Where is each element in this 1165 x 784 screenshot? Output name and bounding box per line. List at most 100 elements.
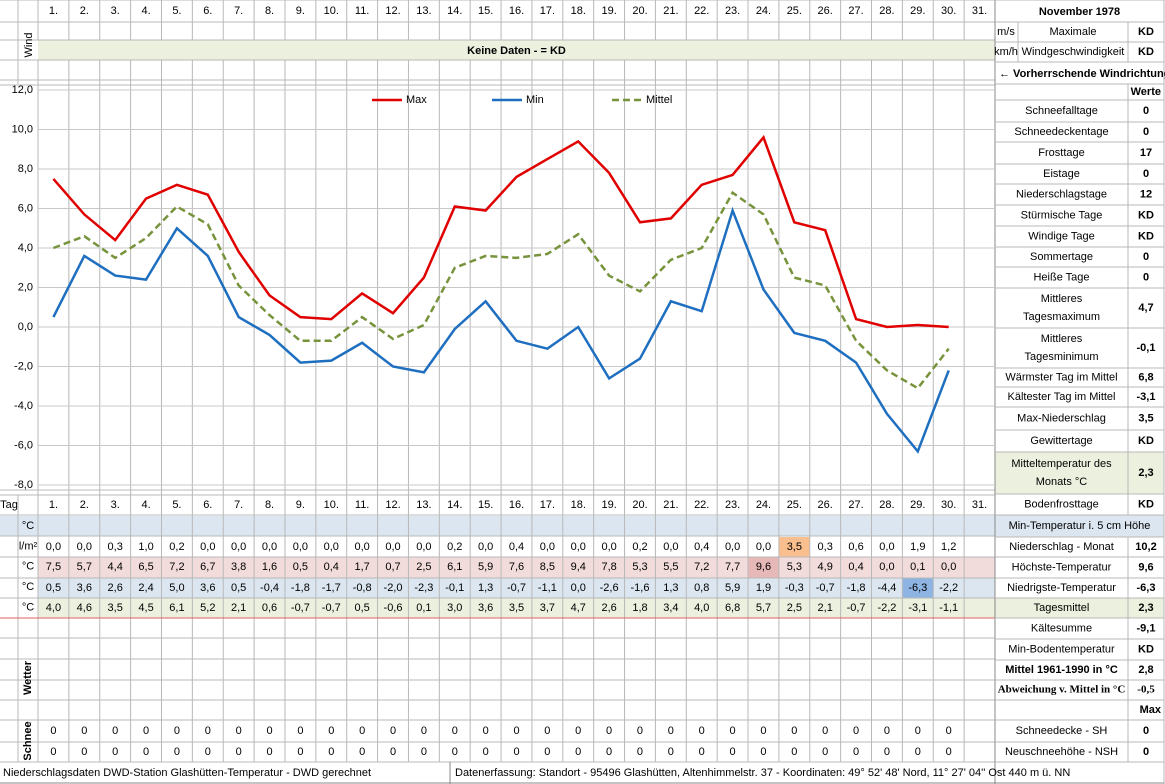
table-cell: -1,8 bbox=[847, 582, 866, 594]
y-tick-label: -2,0 bbox=[14, 360, 33, 372]
table-cell: 6,1 bbox=[169, 602, 184, 614]
table-cell: -2,2 bbox=[939, 582, 958, 594]
table-cell: 1,9 bbox=[756, 582, 771, 594]
day-header: 11. bbox=[355, 5, 369, 17]
cell-bg bbox=[38, 598, 995, 618]
table-cell: 0,3 bbox=[818, 541, 833, 553]
y-tick-label: 0,0 bbox=[18, 321, 33, 333]
day-header: 13. bbox=[416, 5, 431, 17]
stat-label: Schneedeckentage bbox=[1014, 126, 1108, 138]
day-label: 13. bbox=[416, 499, 431, 511]
table-cell: -1,6 bbox=[630, 582, 649, 594]
stat-value: 2,3 bbox=[1138, 602, 1153, 614]
table-cell: 0 bbox=[452, 746, 458, 758]
table-cell: 0,0 bbox=[354, 541, 369, 553]
table-cell: -1,7 bbox=[322, 582, 341, 594]
table-cell: 0 bbox=[791, 746, 797, 758]
day-header: 22. bbox=[694, 5, 709, 17]
table-cell: 0,0 bbox=[385, 541, 400, 553]
stat-value: 2,3 bbox=[1138, 467, 1153, 479]
table-cell: 0 bbox=[884, 746, 890, 758]
day-label: 28. bbox=[879, 499, 894, 511]
wind-max-value: KD bbox=[1138, 46, 1154, 58]
series-line bbox=[52, 190, 950, 390]
stat-label: Windige Tage bbox=[1028, 230, 1094, 242]
table-cell: 0 bbox=[266, 725, 272, 737]
day-header: 29. bbox=[910, 5, 925, 17]
row-label: Schnee bbox=[22, 721, 34, 760]
day-header: 4. bbox=[141, 5, 150, 17]
table-cell: 0 bbox=[143, 746, 149, 758]
table-cell: 0 bbox=[575, 746, 581, 758]
day-label: 25. bbox=[787, 499, 802, 511]
table-cell: 6,1 bbox=[447, 561, 462, 573]
stat-value: 0 bbox=[1143, 725, 1149, 737]
footer-left: Niederschlagsdaten DWD-Station Glashütte… bbox=[3, 767, 371, 779]
stat-label: Bodenfrosttage bbox=[1024, 498, 1099, 510]
stat-label: Eistage bbox=[1043, 168, 1080, 180]
table-cell: 0,4 bbox=[848, 561, 863, 573]
table-cell: 0,0 bbox=[540, 541, 555, 553]
stat-label: Schneedecke - SH bbox=[1016, 725, 1108, 737]
table-cell: 0 bbox=[699, 725, 705, 737]
day-label: 12. bbox=[385, 499, 400, 511]
table-cell: 0,0 bbox=[77, 541, 92, 553]
stat-label: Wärmster Tag im Mittel bbox=[1005, 371, 1117, 383]
stat-label: Niederschlagstage bbox=[1016, 188, 1107, 200]
table-cell: 0 bbox=[50, 725, 56, 737]
stat-value: 0 bbox=[1143, 105, 1149, 117]
table-cell: 2,5 bbox=[416, 561, 431, 573]
table-cell: 9,6 bbox=[756, 561, 771, 573]
table-cell: 5,9 bbox=[725, 582, 740, 594]
day-label: 30. bbox=[941, 499, 956, 511]
day-label: 16. bbox=[509, 499, 524, 511]
day-header: 23. bbox=[725, 5, 740, 17]
row-unit: °C bbox=[22, 561, 34, 573]
table-cell: 0 bbox=[760, 746, 766, 758]
wind-direction: ← Vorherrschende Windrichtung bbox=[999, 68, 1165, 80]
stat-label: Min-Bodentemperatur bbox=[1008, 643, 1115, 655]
cell-bg bbox=[995, 515, 1164, 537]
series-line bbox=[52, 134, 949, 329]
day-label: 23. bbox=[725, 499, 740, 511]
table-cell: -0,7 bbox=[291, 602, 310, 614]
banner-bg bbox=[38, 40, 995, 60]
table-cell: 4,6 bbox=[77, 602, 92, 614]
table-cell: 0,1 bbox=[416, 602, 431, 614]
stat-value: -6,3 bbox=[1137, 582, 1156, 594]
table-cell: 5,5 bbox=[663, 561, 678, 573]
table-cell: 0,0 bbox=[324, 541, 339, 553]
day-header: 10. bbox=[324, 5, 339, 17]
day-header: 28. bbox=[879, 5, 894, 17]
day-header: 20. bbox=[632, 5, 647, 17]
legend-label: Max bbox=[406, 94, 427, 106]
table-cell: -2,3 bbox=[414, 582, 433, 594]
table-cell: 0 bbox=[50, 746, 56, 758]
day-header: 21. bbox=[663, 5, 678, 17]
day-header: 7. bbox=[234, 5, 243, 17]
table-cell: 0,2 bbox=[169, 541, 184, 553]
table-cell: 0 bbox=[760, 725, 766, 737]
table-cell: 1,8 bbox=[632, 602, 647, 614]
table-cell: 0 bbox=[513, 725, 519, 737]
stat-value: Werte bbox=[1131, 86, 1161, 98]
stat-value: Max bbox=[1140, 704, 1162, 716]
table-cell: 0 bbox=[81, 725, 87, 737]
y-tick-label: 6,0 bbox=[18, 202, 33, 214]
table-cell: 0 bbox=[730, 746, 736, 758]
stat-label: Monats °C bbox=[1036, 476, 1088, 488]
table-cell: 0 bbox=[946, 746, 952, 758]
table-cell: 5,7 bbox=[77, 561, 92, 573]
cell-bg bbox=[0, 516, 995, 536]
table-cell: -1,1 bbox=[939, 602, 958, 614]
table-cell: 1,2 bbox=[941, 541, 956, 553]
table-cell: 0 bbox=[452, 725, 458, 737]
table-cell: -4,4 bbox=[877, 582, 896, 594]
table-cell: 7,5 bbox=[46, 561, 61, 573]
table-cell: 4,9 bbox=[818, 561, 833, 573]
day-label: 5. bbox=[172, 499, 181, 511]
table-cell: 0,0 bbox=[571, 541, 586, 553]
table-cell: 0 bbox=[174, 746, 180, 758]
table-cell: 0 bbox=[699, 746, 705, 758]
